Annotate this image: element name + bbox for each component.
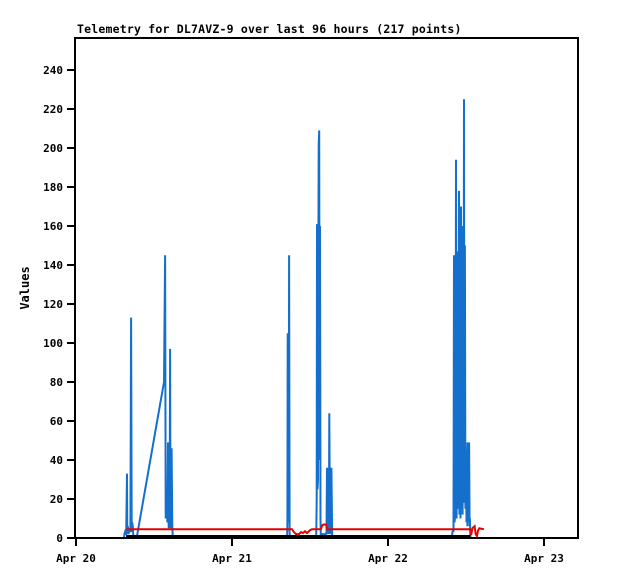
y-tick-label: 240 <box>43 64 63 77</box>
y-tick-label: 60 <box>50 415 63 428</box>
y-axis-label: Values <box>18 266 32 309</box>
chart-title: Telemetry for DL7AVZ-9 over last 96 hour… <box>77 22 462 36</box>
y-tick-label: 160 <box>43 220 63 233</box>
y-tick-label: 200 <box>43 142 63 155</box>
y-tick-label: 140 <box>43 259 63 272</box>
y-tick-label: 120 <box>43 298 63 311</box>
x-tick-label: Apr 21 <box>212 552 252 565</box>
y-tick-label: 0 <box>56 532 63 545</box>
plot-frame <box>74 37 579 539</box>
y-tick-label: 40 <box>50 454 63 467</box>
y-tick-label: 220 <box>43 103 63 116</box>
telemetry-channel-red-line <box>126 523 485 539</box>
y-tick-label: 20 <box>50 493 63 506</box>
x-tick-label: Apr 22 <box>368 552 408 565</box>
y-tick-label: 80 <box>50 376 63 389</box>
telemetry-channel-blue-line <box>123 99 472 540</box>
y-tick-label: 100 <box>43 337 63 350</box>
y-tick-label: 180 <box>43 181 63 194</box>
x-tick-label: Apr 23 <box>524 552 564 565</box>
x-tick-label: Apr 20 <box>56 552 96 565</box>
